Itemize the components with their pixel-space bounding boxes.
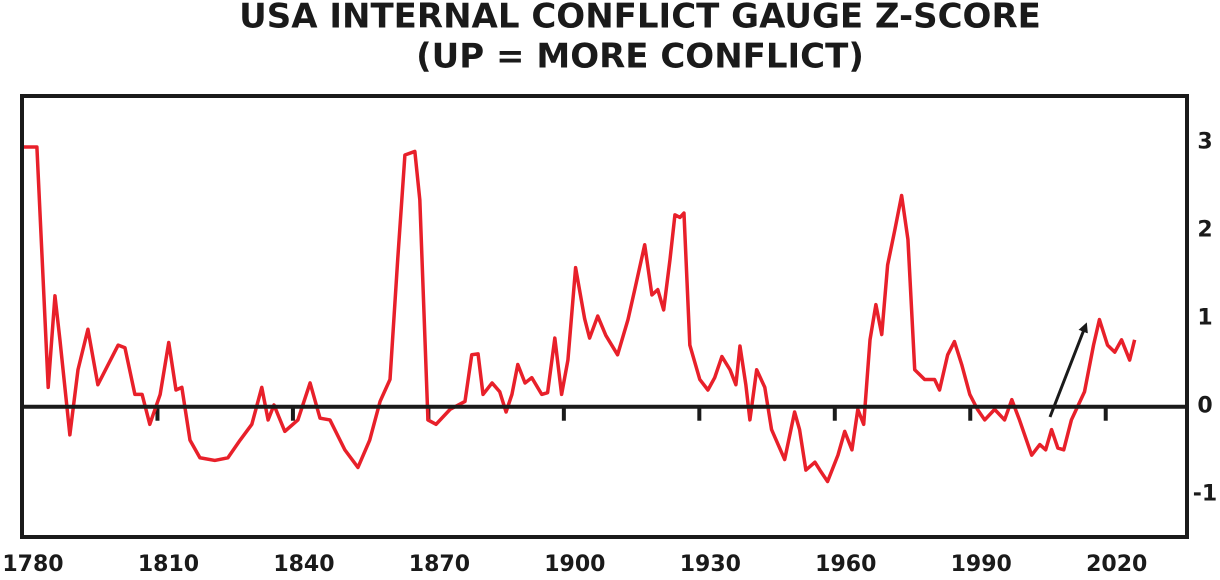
x-tick-label: 1900 xyxy=(544,552,605,576)
x-tick-label: 1810 xyxy=(138,552,199,576)
x-tick-label: 1780 xyxy=(2,552,63,576)
x-tick-label: 1840 xyxy=(273,552,334,576)
plot-frame xyxy=(20,94,1189,539)
x-tick-label: 1960 xyxy=(815,552,876,576)
plot-area xyxy=(20,145,1187,484)
x-tick-label: 1990 xyxy=(951,552,1012,576)
x-tick-label: 1870 xyxy=(409,552,470,576)
trend-arrow xyxy=(1048,322,1088,418)
y-tick-label: 3 xyxy=(1197,130,1212,155)
x-tick-label: 1930 xyxy=(680,552,741,576)
x-tick-label: 2020 xyxy=(1086,552,1147,576)
data-line xyxy=(22,145,1137,484)
y-tick-label: 2 xyxy=(1197,218,1212,243)
y-tick-label: 0 xyxy=(1197,394,1212,419)
chart-subtitle: (UP = MORE CONFLICT) xyxy=(416,37,864,77)
y-tick-label: 1 xyxy=(1197,306,1212,331)
y-tick-label: -1 xyxy=(1193,482,1217,507)
chart-title: USA INTERNAL CONFLICT GAUGE Z-SCORE xyxy=(239,0,1041,37)
